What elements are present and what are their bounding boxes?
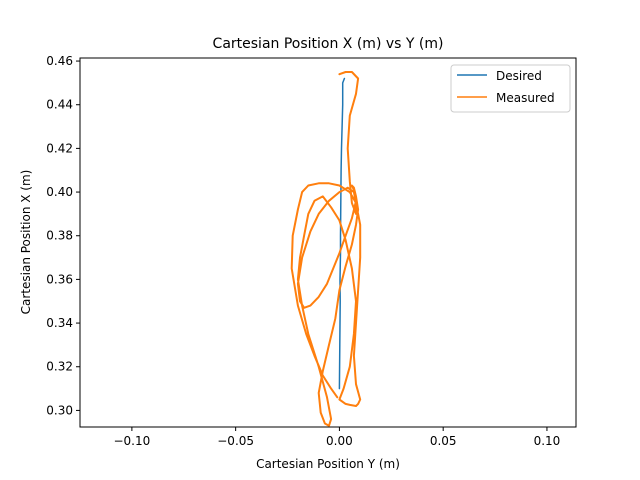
y-tick-label: 0.44 xyxy=(46,98,73,112)
x-tick-label: 0.05 xyxy=(430,434,457,448)
x-tick-label: −0.10 xyxy=(113,434,150,448)
y-tick-label: 0.42 xyxy=(46,141,73,155)
plot-area xyxy=(79,57,577,428)
y-tick-label: 0.32 xyxy=(46,360,73,374)
axes-frame xyxy=(79,57,577,428)
y-tick-label: 0.36 xyxy=(46,272,73,286)
x-tick-label: 0.10 xyxy=(534,434,561,448)
y-tick-label: 0.38 xyxy=(46,229,73,243)
y-tick-label: 0.34 xyxy=(46,316,73,330)
y-tick-label: 0.46 xyxy=(46,54,73,68)
series-group xyxy=(290,71,362,427)
x-axis-label: Cartesian Position Y (m) xyxy=(256,457,400,471)
x-tick-label: −0.05 xyxy=(217,434,254,448)
y-axis-ticks: 0.30 0.32 0.34 0.36 0.38 0.40 0.42 0.44 0.46 xyxy=(46,54,80,417)
y-tick-label: 0.40 xyxy=(46,185,73,199)
y-tick-label: 0.30 xyxy=(46,403,73,417)
legend: Desired Measured xyxy=(450,64,571,113)
x-axis-ticks: −0.10 −0.05 0.00 0.05 0.10 xyxy=(113,427,560,448)
legend-box xyxy=(450,64,571,113)
series-line-measured xyxy=(290,71,362,427)
legend-label-measured: Measured xyxy=(496,91,555,105)
y-axis-label: Cartesian Position X (m) xyxy=(19,170,33,315)
x-tick-label: 0.00 xyxy=(326,434,353,448)
series-line-desired xyxy=(338,77,346,390)
legend-label-desired: Desired xyxy=(496,69,542,83)
chart-title: Cartesian Position X (m) vs Y (m) xyxy=(213,36,444,52)
